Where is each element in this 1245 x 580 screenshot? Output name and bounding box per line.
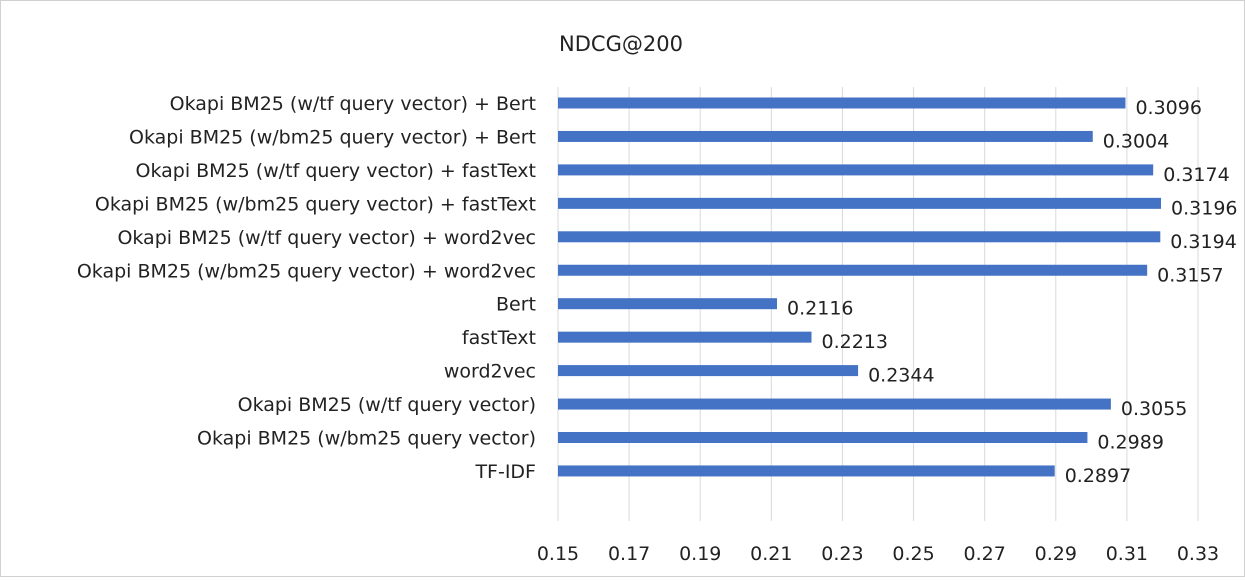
category-label: TF-IDF [474, 461, 536, 483]
bars [558, 97, 1162, 477]
bar [558, 130, 1093, 142]
data-label: 0.2344 [868, 365, 934, 387]
category-label: Okapi BM25 (w/bm25 query vector) + word2… [77, 260, 536, 282]
x-tick-label: 0.33 [1177, 543, 1219, 565]
grid-lines [557, 87, 1199, 521]
bar [558, 365, 859, 377]
x-tick-label: 0.19 [679, 543, 721, 565]
bar [558, 197, 1162, 209]
data-labels: 0.3096 0.3004 0.3174 0.3196 0.3194 0.3157 0.21… [787, 97, 1237, 487]
bar [558, 298, 778, 310]
bar [558, 465, 1055, 477]
data-label: 0.3004 [1103, 130, 1169, 152]
data-label: 0.3174 [1163, 164, 1229, 186]
bar [558, 231, 1161, 243]
category-label: Okapi BM25 (w/bm25 query vector) + Bert [129, 126, 536, 148]
x-tick-labels: 0.15 0.17 0.19 0.21 0.23 0.25 0.27 0.29 0.31 0.33 [537, 543, 1219, 565]
x-tick-label: 0.27 [964, 543, 1006, 565]
x-tick-label: 0.25 [892, 543, 934, 565]
category-label: Okapi BM25 (w/tf query vector) [238, 394, 536, 416]
bar [558, 264, 1148, 276]
x-tick-label: 0.15 [537, 543, 579, 565]
category-label: Okapi BM25 (w/tf query vector) + word2ve… [117, 227, 536, 249]
data-label: 0.2213 [822, 331, 888, 353]
category-label: word2vec [444, 361, 536, 383]
data-label: 0.3096 [1135, 97, 1201, 119]
data-label: 0.2989 [1097, 432, 1163, 454]
bar [558, 398, 1111, 410]
category-label: Okapi BM25 (w/tf query vector) + fastTex… [136, 160, 537, 182]
category-label: Okapi BM25 (w/tf query vector) + Bert [170, 93, 536, 115]
x-tick-label: 0.29 [1035, 543, 1077, 565]
data-label: 0.3196 [1171, 197, 1237, 219]
bar [558, 432, 1088, 443]
category-label: fastText [462, 327, 536, 349]
x-tick-label: 0.23 [821, 543, 863, 565]
bar [558, 164, 1154, 176]
x-tick-label: 0.31 [1106, 543, 1148, 565]
category-label: Bert [496, 294, 536, 316]
bar [558, 331, 812, 343]
x-tick-label: 0.17 [608, 543, 650, 565]
data-label: 0.2116 [787, 298, 853, 320]
data-label: 0.3055 [1121, 398, 1187, 420]
category-labels: Okapi BM25 (w/tf query vector) + Bert Oka… [77, 93, 536, 483]
category-label: Okapi BM25 (w/bm25 query vector) [197, 428, 536, 450]
chart-title: NDCG@200 [559, 32, 683, 56]
data-label: 0.2897 [1065, 465, 1131, 487]
bar [558, 97, 1126, 109]
x-tick-label: 0.21 [750, 543, 792, 565]
category-label: Okapi BM25 (w/bm25 query vector) + fastT… [95, 193, 536, 215]
data-label: 0.3194 [1170, 231, 1236, 253]
data-label: 0.3157 [1157, 264, 1223, 286]
